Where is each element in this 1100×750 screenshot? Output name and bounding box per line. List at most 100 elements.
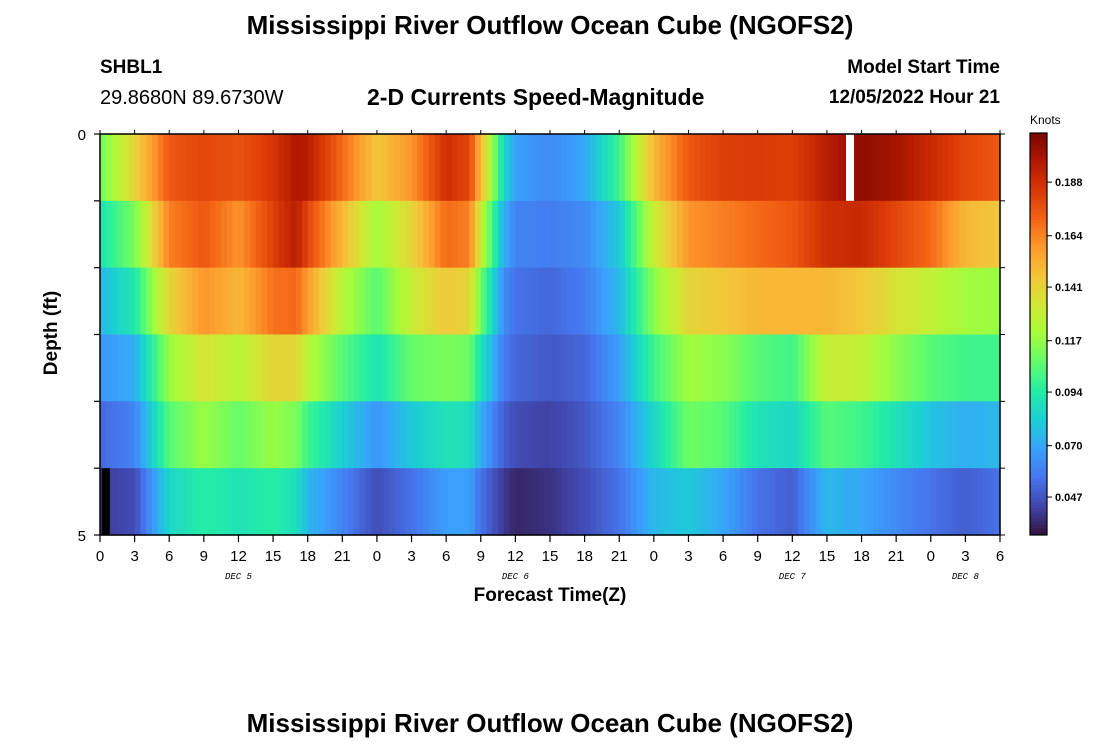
- heatmap-cell: [601, 334, 609, 402]
- heatmap-cell: [475, 134, 482, 202]
- heatmap-cell: [821, 334, 828, 402]
- heatmap-cell: [873, 200, 880, 269]
- heatmap-cell: [550, 334, 557, 402]
- colorbar-segment: [1030, 524, 1047, 529]
- heatmap-cell: [850, 267, 857, 336]
- heatmap-cell: [705, 468, 713, 536]
- colorbar-segment: [1030, 518, 1047, 523]
- heatmap-cell: [440, 468, 447, 536]
- heatmap-cell: [769, 401, 776, 469]
- heatmap-cell: [394, 468, 401, 536]
- heatmap-cell: [140, 200, 147, 269]
- heatmap-cell: [405, 200, 413, 269]
- heatmap-cell: [578, 468, 586, 536]
- colorbar-segment: [1030, 183, 1047, 188]
- chart-subtitle: 2-D Currents Speed-Magnitude: [367, 84, 705, 110]
- heatmap-cell: [503, 334, 511, 402]
- y-tick-label: 5: [78, 528, 86, 545]
- heatmap-cell: [965, 267, 972, 336]
- colorbar-segment: [1030, 176, 1047, 181]
- heatmap-cell: [128, 200, 136, 269]
- heatmap-cell: [423, 200, 430, 269]
- heatmap-cell: [169, 401, 176, 469]
- heatmap-cell: [169, 134, 176, 202]
- heatmap-cell: [273, 267, 280, 336]
- heatmap-cell: [578, 134, 586, 202]
- heatmap-cell: [226, 134, 234, 202]
- heatmap-cell: [751, 267, 759, 336]
- heatmap-cell: [146, 267, 153, 336]
- colorbar-segment: [1030, 494, 1047, 499]
- heatmap-cell: [723, 134, 730, 202]
- heatmap-cell: [457, 468, 465, 536]
- heatmap-cell: [428, 267, 436, 336]
- colorbar-segment: [1030, 246, 1047, 251]
- colorbar-segment: [1030, 441, 1047, 446]
- heatmap-cell: [953, 401, 961, 469]
- heatmap-cell: [901, 468, 909, 536]
- heatmap-cell: [371, 401, 378, 469]
- heatmap-cell: [405, 267, 413, 336]
- heatmap-cell: [192, 200, 199, 269]
- colorbar-segment: [1030, 340, 1047, 345]
- colorbar-segment: [1030, 270, 1047, 275]
- heatmap-cell: [590, 401, 597, 469]
- heatmap-cell: [925, 134, 932, 202]
- heatmap-cell: [688, 267, 695, 336]
- x-tick-label: 12: [230, 548, 247, 565]
- heatmap-cell: [907, 134, 915, 202]
- heatmap-cell: [111, 267, 118, 336]
- heatmap-cell: [451, 267, 459, 336]
- heatmap-cell: [959, 468, 966, 536]
- heatmap-cell: [198, 334, 205, 402]
- colorbar-segment: [1030, 230, 1047, 234]
- heatmap-cell: [555, 334, 563, 402]
- heatmap-cell: [671, 468, 678, 536]
- heatmap-cell: [688, 334, 695, 402]
- heatmap-cell: [503, 401, 511, 469]
- missing-data-cell: [846, 134, 854, 201]
- heatmap-cell: [325, 401, 332, 469]
- heatmap-cell: [400, 200, 407, 269]
- heatmap-cell: [982, 401, 990, 469]
- x-tick-label: 18: [299, 548, 316, 565]
- heatmap-cell: [850, 468, 857, 536]
- colorbar-segment: [1030, 133, 1047, 137]
- heatmap-cell: [982, 468, 990, 536]
- heatmap-cell: [515, 200, 522, 269]
- heatmap-cell: [428, 401, 436, 469]
- heatmap-cell: [371, 334, 378, 402]
- heatmap-cell: [480, 334, 488, 402]
- heatmap-cell: [180, 468, 188, 536]
- x-tick-label: 18: [576, 548, 593, 565]
- colorbar-segment: [1030, 437, 1047, 442]
- heatmap-cell: [803, 468, 811, 536]
- day-label: DEC 7: [779, 572, 807, 582]
- heatmap-cell: [821, 401, 828, 469]
- heatmap-cell: [717, 468, 724, 536]
- heatmap-cell: [919, 334, 926, 402]
- heatmap-cell: [186, 134, 193, 202]
- heatmap-cell: [948, 134, 955, 202]
- heatmap-cell: [682, 468, 690, 536]
- heatmap-cell: [451, 200, 459, 269]
- heatmap-cell: [521, 401, 528, 469]
- heatmap-cell: [475, 200, 482, 269]
- heatmap-cell: [273, 134, 280, 202]
- colorbar-segment: [1030, 451, 1047, 456]
- heatmap-cell: [601, 401, 609, 469]
- heatmap-cell: [319, 401, 326, 469]
- heatmap-cell: [630, 134, 638, 202]
- heatmap-cell: [175, 401, 182, 469]
- heatmap-cell: [625, 200, 632, 269]
- heatmap-cell: [792, 200, 799, 269]
- heatmap-cell: [613, 468, 620, 536]
- heatmap-cell: [151, 134, 159, 202]
- day-label: DEC 8: [952, 572, 980, 582]
- heatmap-cell: [653, 134, 661, 202]
- heatmap-cell: [376, 401, 384, 469]
- heatmap-cell: [607, 334, 615, 402]
- heatmap-cell: [613, 401, 620, 469]
- heatmap-cell: [336, 134, 343, 202]
- heatmap-cell: [428, 334, 436, 402]
